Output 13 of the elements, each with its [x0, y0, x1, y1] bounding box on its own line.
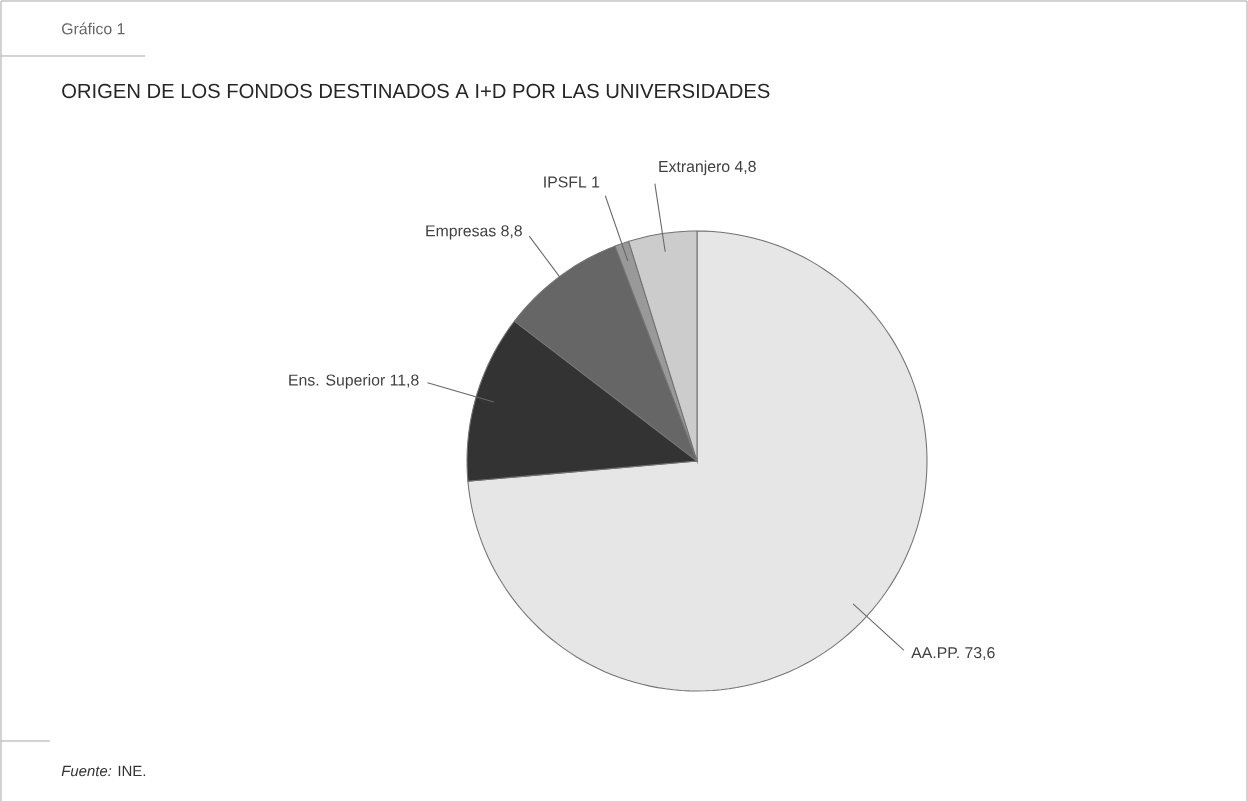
slice-label: Empresas [426, 225, 496, 240]
data-label: 8,8 [501, 225, 522, 239]
slice-label: IPSFL [544, 176, 587, 188]
text: Gráfico 1 [62, 22, 125, 35]
data-label: 11,8 [390, 374, 419, 388]
slice-label: Ens. Superior [289, 374, 385, 389]
chart-title: ORIGEN DE LOS FONDOS DESTINADOS A I+D POR LAS UNIVERSIDADES [62, 83, 770, 99]
slice-label: AA.PP. [911, 647, 959, 659]
slice-label: Extranjero [659, 160, 730, 176]
data-label: 4,8 [734, 160, 756, 174]
text: Fuente: INE. [61, 765, 146, 777]
data-label: 73,6 [965, 647, 995, 661]
data-label: 1 [592, 176, 600, 188]
